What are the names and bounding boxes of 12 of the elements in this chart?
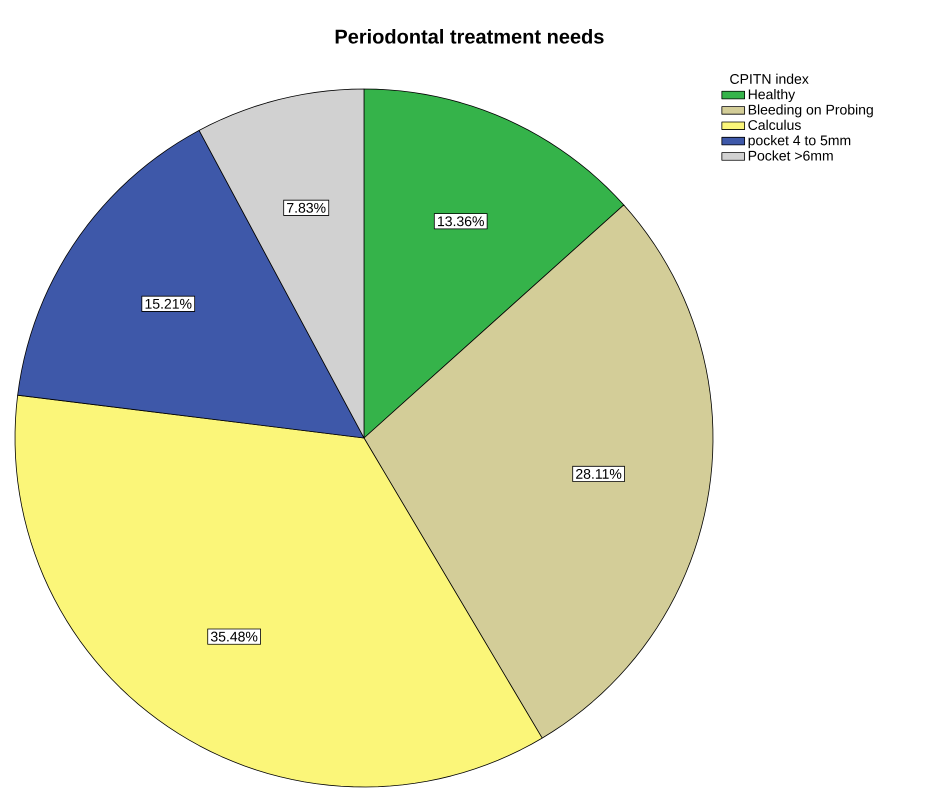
legend-title: CPITN index: [730, 74, 809, 84]
data-label: 15.21%: [146, 298, 192, 309]
data-label: 13.36%: [438, 216, 484, 226]
legend-label: Calculus: [748, 120, 801, 130]
legend-label: Bleeding on Probing: [748, 104, 873, 118]
data-label: 7.83%: [287, 202, 326, 213]
data-label: 35.48%: [210, 632, 258, 642]
legend-label: pocket 4 to 5mm: [748, 135, 850, 148]
legend-label: Pocket >6mm: [748, 150, 833, 161]
legend-label: Healthy: [748, 89, 796, 102]
data-label: 28.11%: [576, 468, 622, 479]
chart-title: Periodontal treatment needs: [336, 28, 604, 44]
